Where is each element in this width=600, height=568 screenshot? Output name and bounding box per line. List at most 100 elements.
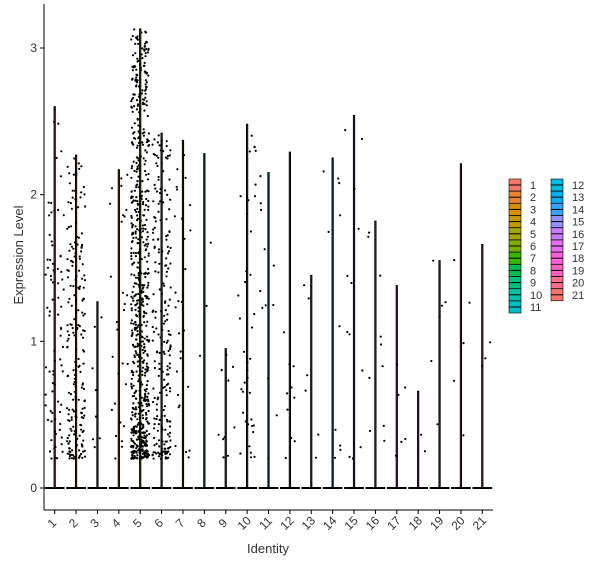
cell-point [263,248,266,251]
violin-18 [408,390,429,489]
cell-point [157,423,160,426]
cell-point [169,439,172,442]
cell-point [131,395,134,398]
cell-point [339,444,342,447]
cell-point [75,348,78,351]
cell-point [133,454,136,457]
cell-point [69,393,73,396]
cell-point [134,406,137,409]
cell-point [167,349,170,352]
cell-point [136,353,139,356]
cell-point [140,323,143,327]
cell-point [66,269,69,272]
cell-point [74,385,77,388]
cell-point [133,169,136,172]
cell-point [137,274,140,277]
cell-point [130,214,133,218]
cell-point [139,66,142,69]
cell-point [152,238,155,241]
cell-point [130,98,133,101]
cell-point [153,216,156,219]
cell-point [166,157,169,160]
cell-point [251,424,254,428]
cell-point [131,165,134,168]
cell-point [167,456,170,459]
cell-point [131,54,135,57]
cell-point [246,361,249,364]
cell-point [157,271,160,274]
cell-point [130,141,134,144]
cell-point [141,457,144,460]
cell-point [404,386,407,389]
cell-point [183,237,186,240]
cell-point [58,428,62,431]
cell-point [152,330,156,333]
x-tick-label: 19 [427,513,447,533]
cell-point [166,313,169,316]
cell-point [143,131,146,134]
cell-point [68,434,71,437]
cell-point [81,407,84,410]
cell-point [244,420,247,423]
cell-point [67,225,70,229]
violin-8 [194,153,215,489]
cell-point [144,170,147,173]
cell-point [147,205,150,208]
cell-point [138,279,141,282]
cell-point [133,355,136,359]
violin-10 [237,123,257,489]
cell-point [144,42,147,45]
cell-point [144,55,147,58]
cell-point [132,373,135,377]
cell-point [293,396,296,399]
cell-point [82,387,86,390]
x-tick-label: 6 [151,516,166,531]
cell-point [135,76,138,79]
cell-point [156,415,159,418]
cell-point [68,182,71,185]
cell-point [134,137,137,140]
cell-point [50,201,53,205]
cell-point [130,38,133,41]
cell-point [77,398,80,401]
cell-point [130,257,133,260]
cell-point [140,427,143,430]
cell-point [56,267,59,271]
cell-point [145,197,148,201]
cell-point [151,231,155,234]
cell-point [360,137,364,141]
cell-point [59,358,62,361]
cell-point [134,78,137,81]
cell-point [175,185,178,188]
cell-point [48,450,52,453]
cell-point [137,421,140,425]
cell-point [131,232,135,235]
cell-point [153,366,156,370]
cell-point [80,232,83,235]
cell-point [134,350,137,353]
cell-point [143,434,146,437]
cell-point [46,306,49,309]
cell-point [80,165,83,168]
cell-point [144,79,147,82]
cell-point [165,257,168,260]
cell-point [83,455,87,458]
cell-point [135,170,138,173]
cell-point [147,454,151,457]
cell-point [110,408,113,411]
cell-point [137,283,140,286]
cell-point [132,434,135,437]
cell-point [136,333,140,336]
cell-point [237,294,240,297]
cell-point [138,270,142,273]
cell-point [137,374,140,377]
cell-point [169,149,172,152]
cell-point [80,443,83,446]
cell-point [169,198,172,201]
cell-point [68,249,71,252]
cell-point [146,420,149,423]
cell-point [140,438,143,441]
cell-point [54,432,58,435]
cell-point [140,236,143,239]
cell-point [84,205,87,208]
